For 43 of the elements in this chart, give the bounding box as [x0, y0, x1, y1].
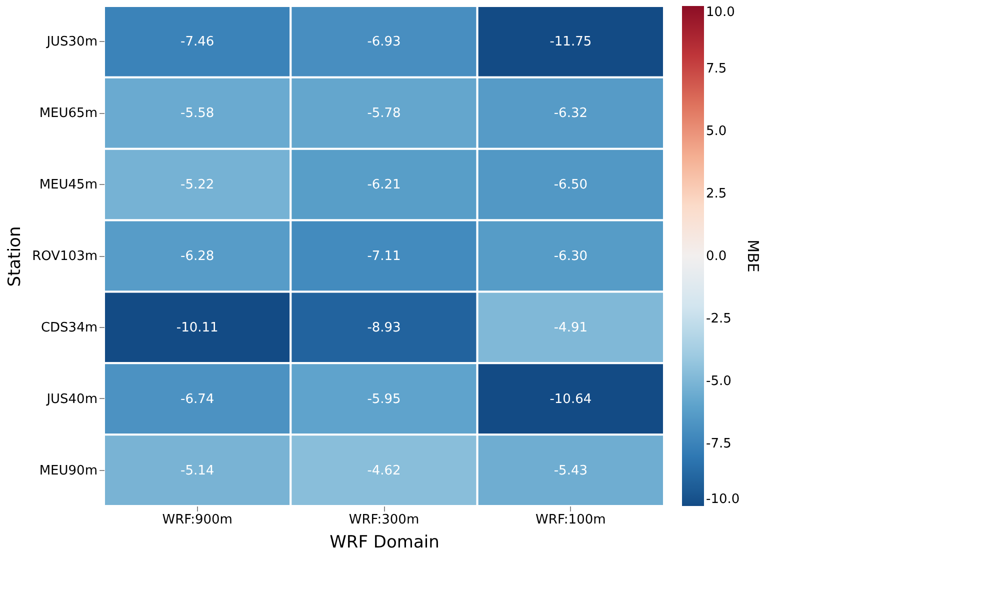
data-label: -6.28 [180, 249, 214, 264]
color-bar-label: 10.0 [706, 5, 735, 20]
data-label: -5.95 [367, 392, 401, 407]
data-label: -6.93 [367, 34, 401, 50]
data-label: -4.91 [554, 320, 588, 336]
y-tick-label: CDS34m [40, 320, 98, 336]
y-axis-title: Station [5, 226, 26, 287]
data-label: -5.22 [180, 178, 214, 193]
data-label: -5.78 [367, 106, 401, 122]
x-axis-title: WRF Domain [330, 532, 440, 552]
y-tick-label: MEU90m [39, 463, 98, 478]
data-label: -4.62 [367, 463, 401, 478]
y-tick-label: JUS40m [46, 392, 98, 407]
data-label: -5.43 [554, 463, 588, 478]
color-bar-label: 2.5 [706, 186, 727, 202]
color-bar-label: -10.0 [706, 492, 740, 507]
x-tick-label: WRF:100m [536, 512, 606, 528]
data-label: -5.14 [180, 463, 214, 478]
data-label: -7.46 [180, 34, 214, 50]
color-bar-label: -5.0 [706, 374, 732, 389]
data-label: -6.74 [180, 392, 214, 407]
data-label: -10.11 [176, 320, 218, 336]
data-label: -10.64 [550, 392, 592, 407]
color-bar-label: -2.5 [706, 312, 732, 326]
color-bar-label: 7.5 [706, 62, 727, 76]
color-bar-label: -7.5 [706, 436, 732, 452]
color-bar-label: 5.0 [706, 124, 727, 139]
data-label: -8.93 [367, 320, 401, 336]
y-tick-label: JUS30m [46, 34, 98, 50]
data-label: -5.58 [180, 106, 214, 122]
data-label: -6.21 [367, 178, 401, 193]
y-tick-label: ROV103m [32, 249, 98, 264]
y-tick-label: MEU45m [39, 178, 98, 193]
x-tick-label: WRF:300m [348, 512, 420, 528]
color-bar-title: MBE [744, 240, 762, 272]
data-label: -6.32 [554, 106, 588, 122]
data-label: -6.30 [554, 249, 588, 264]
x-tick-label: WRF:900m [162, 512, 232, 528]
data-label: -6.50 [554, 178, 588, 193]
color-bar-label: 0.0 [706, 249, 727, 264]
data-label: -11.75 [550, 34, 592, 50]
y-tick-label: MEU65m [39, 106, 98, 122]
data-label: -7.11 [367, 249, 401, 264]
